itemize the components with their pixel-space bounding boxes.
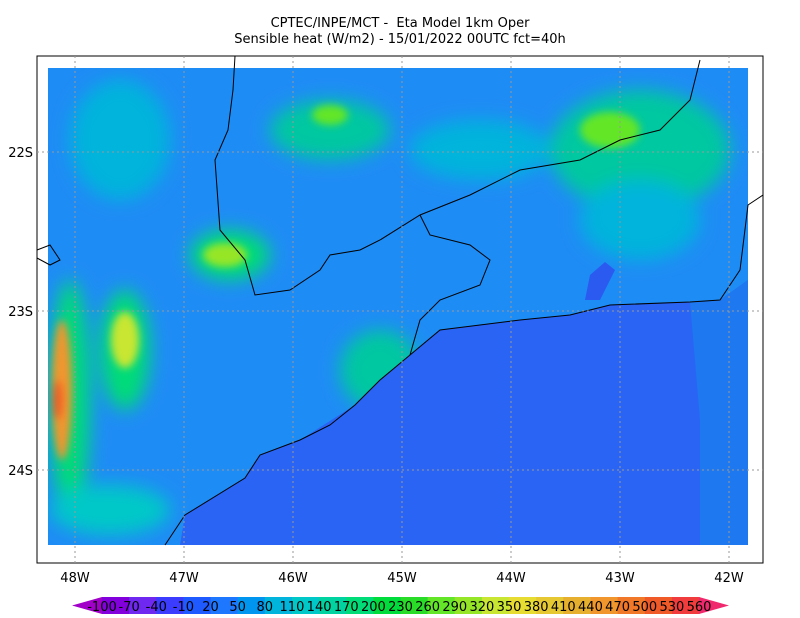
colorbar-label: 260	[415, 600, 440, 615]
colorbar-swatch	[102, 597, 130, 614]
colorbar-swatch	[373, 597, 401, 614]
lon-label: 44W	[496, 571, 526, 586]
colorbar-swatch	[454, 597, 483, 614]
colorbar-swatch	[536, 597, 564, 614]
colorbar: -100 -70 -40 -10 20 50 80 110 140 170 200 230 260 290…	[72, 597, 729, 615]
lon-label: 42W	[714, 571, 744, 586]
lat-label: 23S	[8, 305, 33, 320]
colorbar-swatch	[509, 597, 537, 614]
lat-label: 24S	[8, 464, 33, 479]
colorbar-label: -40	[146, 600, 167, 615]
lon-label: 45W	[387, 571, 417, 586]
colorbar-end	[699, 597, 729, 614]
coastline	[36, 55, 764, 546]
colorbar-swatch	[319, 597, 347, 614]
colorbar-label: 290	[442, 600, 467, 615]
colorbar-label: 470	[605, 600, 630, 615]
colorbar-label: 230	[388, 600, 413, 615]
colorbar-label: 410	[551, 600, 576, 615]
colorbar-label: 530	[659, 600, 684, 615]
lon-label: 48W	[60, 571, 90, 586]
colorbar-label: -10	[173, 600, 194, 615]
colorbar-swatch	[291, 597, 320, 614]
colorbar-label: 320	[469, 600, 494, 615]
colorbar-label: 110	[280, 600, 305, 615]
colorbar-label: 170	[334, 600, 359, 615]
colorbar-swatch	[237, 597, 266, 614]
colorbar-label: 140	[307, 600, 332, 615]
colorbar-label: -100	[87, 600, 117, 615]
lat-label: 22S	[8, 146, 33, 161]
colorbar-label: 350	[497, 600, 522, 615]
lon-label: 47W	[169, 571, 199, 586]
colorbar-label: 80	[257, 600, 274, 615]
colorbar-end	[72, 597, 102, 614]
colorbar-swatch	[346, 597, 374, 614]
colorbar-swatch	[264, 597, 293, 614]
colorbar-swatch	[671, 597, 700, 614]
lon-label: 46W	[278, 571, 308, 586]
colorbar-label: 200	[361, 600, 386, 615]
colorbar-swatch	[156, 597, 184, 614]
colorbar-swatch	[129, 597, 157, 614]
title-line: CPTEC/INPE/MCT - Eta Model 1km Oper	[271, 16, 530, 31]
colorbar-swatch	[183, 597, 212, 614]
colorbar-swatch	[427, 597, 456, 614]
colorbar-label: 20	[202, 600, 219, 615]
colorbar-label: 380	[524, 600, 549, 615]
colorbar-label: 500	[632, 600, 657, 615]
colorbar-swatch	[617, 597, 646, 614]
colorbar-label: 440	[578, 600, 603, 615]
colorbar-swatch	[210, 597, 239, 614]
lon-label: 43W	[605, 571, 635, 586]
colorbar-swatch	[400, 597, 429, 614]
graticule: 22S 23S 24S 48W 47W 46W 45W 44W 43W 42W	[8, 56, 763, 586]
colorbar-label: 560	[687, 600, 712, 615]
map-field	[48, 68, 748, 545]
subtitle-line: Sensible heat (W/m2) - 15/01/2022 00UTC …	[234, 32, 566, 47]
colorbar-swatch	[590, 597, 619, 614]
colorbar-swatch	[481, 597, 510, 614]
colorbar-swatch	[563, 597, 591, 614]
colorbar-label: -70	[119, 600, 140, 615]
colorbar-label: 50	[229, 600, 246, 615]
colorbar-swatch	[644, 597, 673, 614]
